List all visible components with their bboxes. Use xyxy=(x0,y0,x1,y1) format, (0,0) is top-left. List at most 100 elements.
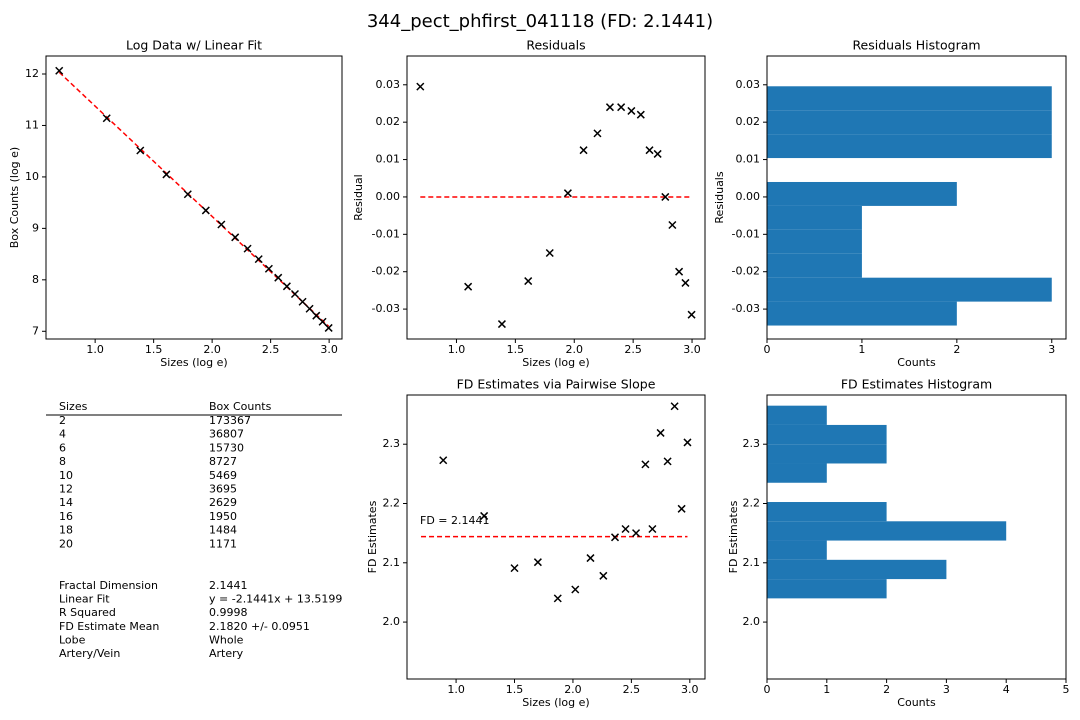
subplot: Residuals Histogram Counts Residuals 0 1 2 3 -0… xyxy=(713,38,1067,369)
point xyxy=(627,106,636,115)
y-tick-label: 8 xyxy=(32,273,39,286)
y-tick-label: 0.01 xyxy=(736,153,761,166)
point xyxy=(670,402,679,411)
data-table: Sizes Box Counts 2 173367 4 36807 6 15730 8 8727 1… xyxy=(46,400,342,660)
bar xyxy=(767,444,887,464)
point xyxy=(312,311,321,320)
point xyxy=(254,255,263,264)
point xyxy=(677,504,686,513)
axes-frame xyxy=(406,55,706,340)
point xyxy=(645,146,654,155)
point xyxy=(668,220,677,230)
x-tick-label: 3.0 xyxy=(681,683,699,696)
x-tick-label: 1.0 xyxy=(86,343,104,356)
point xyxy=(439,456,448,465)
table-cell: 6 xyxy=(59,441,66,454)
stat-cell: Linear Fit xyxy=(59,593,110,606)
table-cell: 2 xyxy=(59,414,66,427)
y-tick-label: 0.00 xyxy=(376,190,401,203)
subplot: FD Estimates via Pairwise Slope Sizes (lo… xyxy=(366,377,706,709)
y-axis-label: Residual xyxy=(352,174,365,220)
y-tick-label: 11 xyxy=(25,118,39,131)
subplot-title: FD Estimates via Pairwise Slope xyxy=(457,377,656,392)
point xyxy=(201,206,210,215)
figure-title: 344_pect_phfirst_041118 (FD: 2.1441) xyxy=(367,11,713,32)
stat-cell: Whole xyxy=(209,633,244,646)
bar xyxy=(767,134,1052,159)
point xyxy=(524,277,533,286)
bar xyxy=(767,579,887,599)
point xyxy=(416,82,425,91)
point xyxy=(480,511,489,520)
point xyxy=(217,220,226,229)
y-tick-label: -0.01 xyxy=(372,227,400,240)
bar xyxy=(767,463,827,483)
table-header: Box Counts xyxy=(209,400,272,413)
point xyxy=(636,110,645,119)
y-tick-label: 12 xyxy=(25,67,39,80)
point xyxy=(136,146,145,155)
point xyxy=(681,278,690,287)
y-tick-label: 0.02 xyxy=(376,115,401,128)
table-cell: 3695 xyxy=(209,483,237,496)
x-tick-label: 3 xyxy=(1048,343,1055,356)
table-cell: 14 xyxy=(59,496,73,509)
x-tick-label: 1 xyxy=(858,343,865,356)
x-tick-label: 2 xyxy=(953,343,960,356)
y-tick-label: 0.02 xyxy=(736,115,761,128)
point xyxy=(632,529,641,538)
table-cell: 173367 xyxy=(209,414,251,427)
bar xyxy=(767,301,957,326)
point xyxy=(298,297,307,306)
point xyxy=(533,558,542,567)
point xyxy=(282,282,291,291)
stat-cell: 2.1820 +/- 0.0951 xyxy=(209,620,310,633)
point xyxy=(510,564,519,573)
x-tick-label: 1.0 xyxy=(447,683,465,696)
y-tick-label: 2.3 xyxy=(383,437,401,450)
y-tick-label: 2.1 xyxy=(383,556,401,569)
y-tick-label: 0.03 xyxy=(736,78,761,91)
y-tick-label: 9 xyxy=(32,221,39,234)
table-cell: 8727 xyxy=(209,455,237,468)
point xyxy=(687,310,696,319)
y-tick-label: -0.03 xyxy=(732,302,760,315)
table-cell: 1950 xyxy=(209,510,237,523)
table-cell: 8 xyxy=(59,455,66,468)
bar xyxy=(767,181,957,206)
x-axis-label: Counts xyxy=(897,696,936,709)
stat-cell: y = -2.1441x + 13.5199 xyxy=(209,593,342,606)
table-cell: 5469 xyxy=(209,469,237,482)
stat-cell: FD Estimate Mean xyxy=(59,620,159,633)
x-tick-label: 3 xyxy=(943,683,950,696)
annotation: FD = 2.1441 xyxy=(420,514,490,527)
point xyxy=(183,190,192,199)
axes-frame xyxy=(406,394,706,680)
table-cell: 20 xyxy=(59,537,73,550)
y-tick-label: 0.03 xyxy=(376,78,401,91)
x-tick-label: 2.0 xyxy=(203,343,221,356)
point xyxy=(661,192,670,201)
y-tick-label: 2.1 xyxy=(743,556,761,569)
subplot: FD Estimates Histogram Counts FD Estimates… xyxy=(727,377,1070,710)
y-tick-label: 0.00 xyxy=(736,190,761,203)
point xyxy=(162,170,171,179)
stat-cell: 0.9998 xyxy=(209,606,248,619)
y-tick-label: -0.03 xyxy=(372,302,400,315)
x-tick-label: 1.5 xyxy=(506,683,524,696)
point xyxy=(274,273,283,282)
x-axis-label: Sizes (log e) xyxy=(160,356,227,369)
table-cell: 12 xyxy=(59,483,73,496)
point xyxy=(324,323,333,332)
point xyxy=(610,533,620,542)
x-tick-label: 2.5 xyxy=(262,343,280,356)
point xyxy=(663,457,672,466)
x-tick-label: 5 xyxy=(1063,683,1070,696)
y-tick-label: -0.02 xyxy=(732,265,760,278)
x-tick-label: 2.0 xyxy=(566,343,584,356)
point xyxy=(605,103,614,112)
point xyxy=(102,114,111,123)
bar xyxy=(767,110,1052,135)
y-axis-label: FD Estimates xyxy=(727,500,740,573)
point xyxy=(318,317,327,326)
